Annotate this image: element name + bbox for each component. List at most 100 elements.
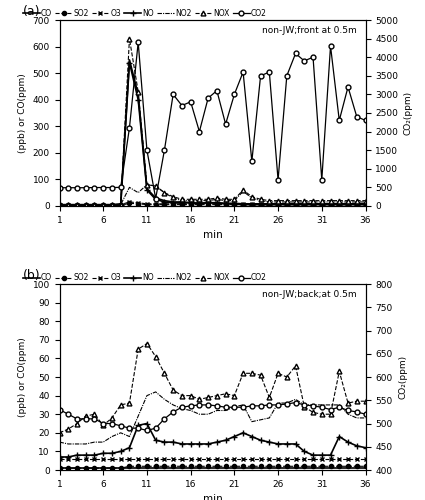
NO [258,202,263,207]
NO2 [319,199,324,205]
NOX [197,196,202,202]
NO2 [206,198,211,203]
NO [241,202,246,207]
CO [241,465,246,471]
O3 [363,456,368,462]
NO2 [241,402,246,408]
CO2 [74,416,79,422]
NO [57,202,62,208]
CO [162,465,167,471]
NO2 [346,411,351,417]
CO2 [92,184,97,190]
CO2 [197,128,202,134]
NO2 [101,202,106,207]
CO [101,202,106,207]
NO2 [179,198,184,203]
NO2 [275,199,281,205]
NO2 [258,417,263,423]
NO [74,452,79,458]
NOX [223,196,228,202]
NO [346,202,351,207]
O3 [179,201,184,207]
O3 [188,456,193,462]
NOX [153,354,158,360]
NO [223,437,228,443]
CO [179,465,184,471]
NOX [83,413,88,419]
NOX [179,196,184,202]
O3 [232,456,237,462]
NO2 [66,441,71,447]
CO [275,465,281,471]
NO2 [101,439,106,445]
SO2 [162,464,167,469]
NO [311,452,316,458]
NO [127,444,132,450]
NO2 [188,198,193,203]
CO2 [136,40,141,46]
NOX [337,198,342,203]
SO2 [144,464,150,469]
O3 [127,456,132,462]
NO [197,200,202,206]
CO2 [118,184,123,190]
SO2 [101,465,106,471]
X-axis label: min: min [203,494,222,500]
NO [249,434,255,440]
CO2 [92,416,97,422]
NO2 [197,411,202,417]
Legend: CO, SO2, O3, NO, NO2, NOX, CO2: CO, SO2, O3, NO, NO2, NOX, CO2 [23,273,267,282]
CO2 [101,420,106,426]
CO2 [57,406,62,412]
NO [206,441,211,447]
CO2 [258,73,263,79]
CO [249,465,255,471]
NOX [214,195,219,201]
O3 [275,201,281,207]
NO [57,454,62,460]
Line: O3: O3 [57,456,368,462]
SO2 [302,202,307,207]
CO2 [127,125,132,131]
NOX [83,202,88,207]
NOX [293,198,298,203]
CO [284,201,289,207]
CO2 [311,54,316,60]
SO2 [74,465,79,471]
CO2 [258,403,263,409]
NOX [275,370,281,376]
NO [162,439,167,445]
NOX [258,372,263,378]
CO [302,201,307,207]
NO [118,202,123,208]
SO2 [354,464,359,469]
CO [118,201,123,207]
SO2 [197,202,202,207]
O3 [66,202,71,207]
CO2 [214,403,219,409]
CO [188,200,193,206]
NOX [101,202,106,207]
NOX [232,392,237,398]
O3 [214,201,219,207]
CO2 [363,118,368,124]
NO2 [311,199,316,205]
CO2 [162,147,167,153]
SO2 [153,464,158,469]
CO2 [354,114,359,119]
NO [83,452,88,458]
CO2 [232,92,237,98]
CO2 [144,147,150,153]
CO [267,201,272,207]
NO2 [293,199,298,205]
CO [275,201,281,207]
O3 [170,456,176,462]
CO2 [241,404,246,410]
NOX [258,196,263,202]
NO [66,202,71,208]
SO2 [214,464,219,469]
O3 [136,456,141,462]
NO2 [188,408,193,414]
CO [144,186,150,192]
CO2 [354,409,359,415]
